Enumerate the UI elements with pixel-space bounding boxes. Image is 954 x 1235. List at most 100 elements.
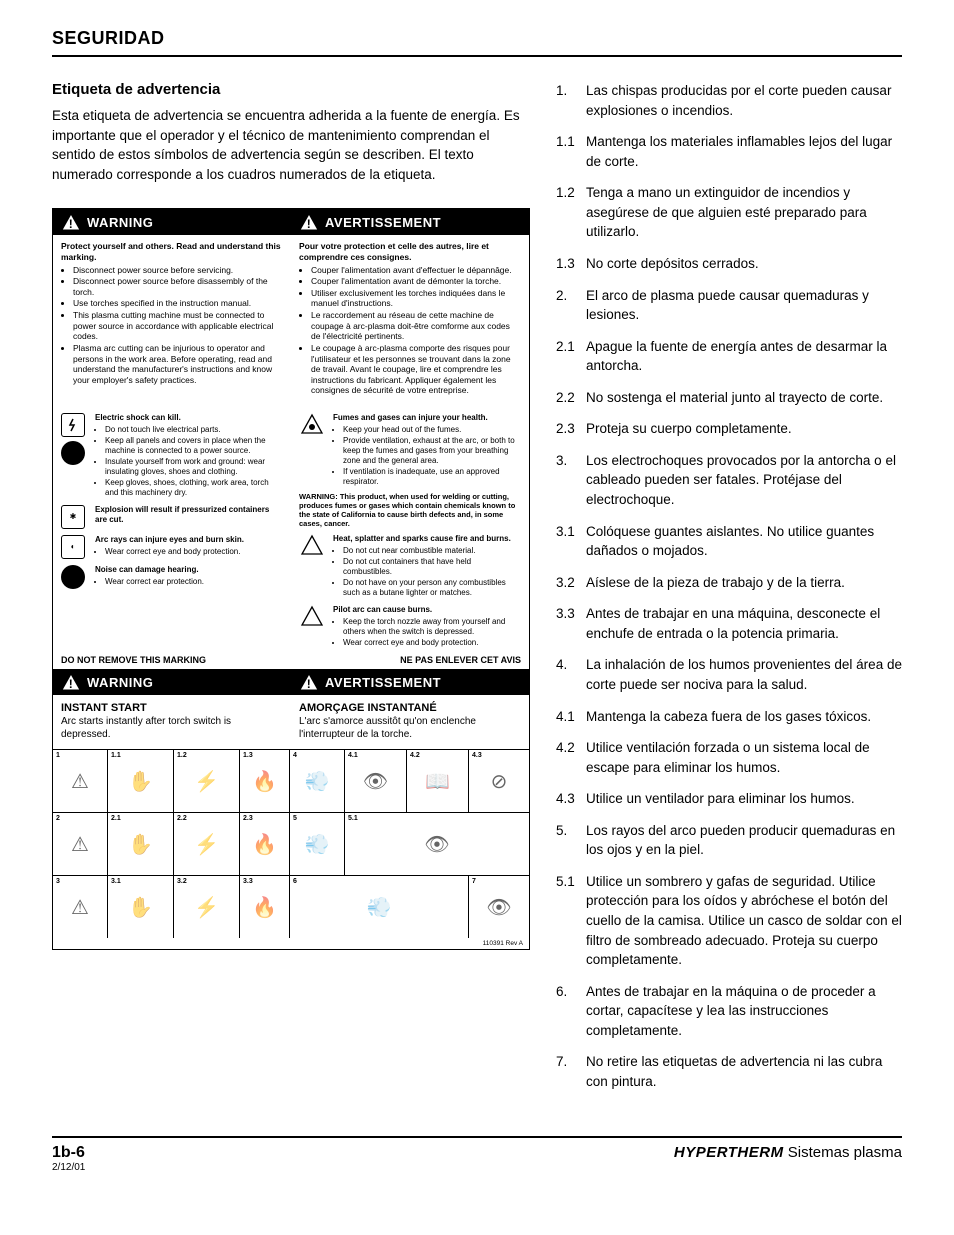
instant-text-fr: L'arc s'amorce aussitôt qu'on enclenche … xyxy=(299,715,521,741)
cell-number: 3.2 xyxy=(177,878,187,885)
item-number: 3.2 xyxy=(556,573,586,593)
warning-text-en-2: WARNING xyxy=(87,675,153,690)
label-intro-en-list: Disconnect power source before servicing… xyxy=(61,265,283,386)
heat-heading: Heat, splatter and sparks cause fire and… xyxy=(333,534,511,543)
warning-triangle-icon: ! xyxy=(299,673,319,691)
numbered-item: 3.1Colóquese guantes aislantes. No utili… xyxy=(556,522,902,561)
noise-heading: Noise can damage hearing. xyxy=(95,565,199,574)
cell-number: 3.1 xyxy=(111,878,121,885)
numbered-item: 1.Las chispas producidas por el corte pu… xyxy=(556,81,902,120)
page: SEGURIDAD Etiqueta de advertencia Esta e… xyxy=(0,0,954,1197)
prop65-warning: WARNING: This product, when used for wel… xyxy=(299,492,521,528)
svg-text:!: ! xyxy=(69,217,74,231)
item-number: 5. xyxy=(556,821,586,860)
item-number: 1.3 xyxy=(556,254,586,274)
grid-row: 2⚠2.1✋2.2⚡2.3🔥5💨5.1👁 xyxy=(53,813,529,876)
item-text: Proteja su cuerpo completamente. xyxy=(586,419,902,439)
numbered-item: 3.2Aíslese de la pieza de trabajo y de l… xyxy=(556,573,902,593)
pictogram-icon: ⊘ xyxy=(491,769,508,794)
grid-cell: 2.2⚡ xyxy=(174,813,240,875)
grid-cell: 7👁 xyxy=(469,876,529,938)
warning-text-fr-2: AVERTISSEMENT xyxy=(325,675,441,690)
item-text: Mantenga la cabeza fuera de los gases tó… xyxy=(586,707,902,727)
list-item: Plasma arc cutting can be injurious to o… xyxy=(73,343,283,386)
numbered-item: 2.1Apague la fuente de energía antes de … xyxy=(556,337,902,376)
grid-cell: 4.1👁 xyxy=(345,750,407,812)
numbered-item: 2.El arco de plasma puede causar quemadu… xyxy=(556,286,902,325)
arc-rays-icon: ◐ xyxy=(61,535,85,559)
instant-heading-en: INSTANT START xyxy=(61,701,283,715)
cell-number: 2.3 xyxy=(243,815,253,822)
cell-number: 3.3 xyxy=(243,878,253,885)
item-number: 4.1 xyxy=(556,707,586,727)
item-text: Apague la fuente de energía antes de des… xyxy=(586,337,902,376)
list-item: This plasma cutting machine must be conn… xyxy=(73,310,283,342)
warning-text-en: WARNING xyxy=(87,215,153,230)
grid-cell: 3.3🔥 xyxy=(240,876,290,938)
shock-list: Do not touch live electrical parts.Keep … xyxy=(95,425,283,498)
pictogram-icon: ✋ xyxy=(128,769,153,794)
pictogram-icon: ⚡ xyxy=(194,769,219,794)
item-number: 6. xyxy=(556,982,586,1041)
pilot-list: Keep the torch nozzle away from yourself… xyxy=(333,617,521,648)
item-text: Utilice ventilación forzada o un sistema… xyxy=(586,738,902,777)
grid-cell: 1.3🔥 xyxy=(240,750,290,812)
label-intro-en: Protect yourself and others. Read and un… xyxy=(53,235,291,401)
item-number: 2.3 xyxy=(556,419,586,439)
list-item: Le raccordement au réseau de cette machi… xyxy=(311,310,521,342)
numbered-item: 5.Los rayos del arco pueden producir que… xyxy=(556,821,902,860)
grid-cell: 3.2⚡ xyxy=(174,876,240,938)
noremove-en: DO NOT REMOVE THIS MARKING xyxy=(53,653,214,669)
footer-right: HYPERTHERM Sistemas plasma xyxy=(674,1144,902,1161)
list-item: Couper l'alimentation avant de démonter … xyxy=(311,276,521,287)
pictogram-icon: 👁 xyxy=(424,832,449,857)
pictogram-icon: 📖 xyxy=(425,769,450,794)
noise-list: Wear correct ear protection. xyxy=(95,577,283,587)
arc-list: Wear correct eye and body protection. xyxy=(95,547,283,557)
list-item: Wear correct ear protection. xyxy=(105,577,283,587)
fumes-list: Keep your head out of the fumes.Provide … xyxy=(333,425,521,487)
pictogram-icon: ⚠ xyxy=(71,832,89,857)
cell-number: 4 xyxy=(293,752,297,759)
list-item: Do not cut near combustible material. xyxy=(343,546,521,556)
pictogram-icon: ⚠ xyxy=(71,769,89,794)
grid-row: 3⚠3.1✋3.2⚡3.3🔥6💨7👁 xyxy=(53,876,529,938)
numbered-item: 1.2Tenga a mano un extinguidor de incend… xyxy=(556,183,902,242)
warning-text-fr: AVERTISSEMENT xyxy=(325,215,441,230)
numbered-list: 1.Las chispas producidas por el corte pu… xyxy=(556,81,902,1092)
footer-tagline: Sistemas plasma xyxy=(788,1144,902,1161)
label-top-bars: ! WARNING ! AVERTISSEMENT xyxy=(53,209,529,235)
svg-text:!: ! xyxy=(307,217,312,231)
list-item: If ventilation is inadequate, use an app… xyxy=(343,467,521,487)
item-number: 7. xyxy=(556,1052,586,1091)
grid-cell: 3⚠ xyxy=(53,876,108,938)
page-footer: 1b-6 2/12/01 HYPERTHERM Sistemas plasma xyxy=(52,1136,902,1173)
list-item: Do not touch live electrical parts. xyxy=(105,425,283,435)
grid-cell: 1.1✋ xyxy=(108,750,174,812)
item-text: No corte depósitos cerrados. xyxy=(586,254,902,274)
warning-triangle-icon: ! xyxy=(61,673,81,691)
left-column: Etiqueta de advertencia Esta etiqueta de… xyxy=(52,81,532,1104)
label-intro-fr-list: Couper l'alimentation avant d'effectuer … xyxy=(299,265,521,397)
numbered-item: 2.2No sostenga el material junto al tray… xyxy=(556,388,902,408)
noremove-row: DO NOT REMOVE THIS MARKING NE PAS ENLEVE… xyxy=(53,653,529,669)
item-text: Los rayos del arco pueden producir quema… xyxy=(586,821,902,860)
pictogram-icon: 🔥 xyxy=(252,832,277,857)
grid-cell: 2.1✋ xyxy=(108,813,174,875)
instant-heading-fr: AMORÇAGE INSTANTANÉ xyxy=(299,701,521,715)
cell-number: 7 xyxy=(472,878,476,885)
list-item: Couper l'alimentation avant d'effectuer … xyxy=(311,265,521,276)
numbered-item: 1.3No corte depósitos cerrados. xyxy=(556,254,902,274)
item-number: 1. xyxy=(556,81,586,120)
item-text: Los electrochoques provocados por la ant… xyxy=(586,451,902,510)
pictogram-icon: ✋ xyxy=(128,832,153,857)
label-intro-en-bold: Protect yourself and others. Read and un… xyxy=(61,241,281,262)
grid-cell: 1⚠ xyxy=(53,750,108,812)
label-intro-fr: Pour votre protection et celle des autre… xyxy=(291,235,529,401)
item-text: El arco de plasma puede causar quemadura… xyxy=(586,286,902,325)
grid-cell: 1.2 ⚡ xyxy=(174,750,240,812)
item-number: 3. xyxy=(556,451,586,510)
numbered-item: 3.Los electrochoques provocados por la a… xyxy=(556,451,902,510)
cell-number: 1.2 xyxy=(177,752,187,759)
cell-number: 6 xyxy=(293,878,297,885)
